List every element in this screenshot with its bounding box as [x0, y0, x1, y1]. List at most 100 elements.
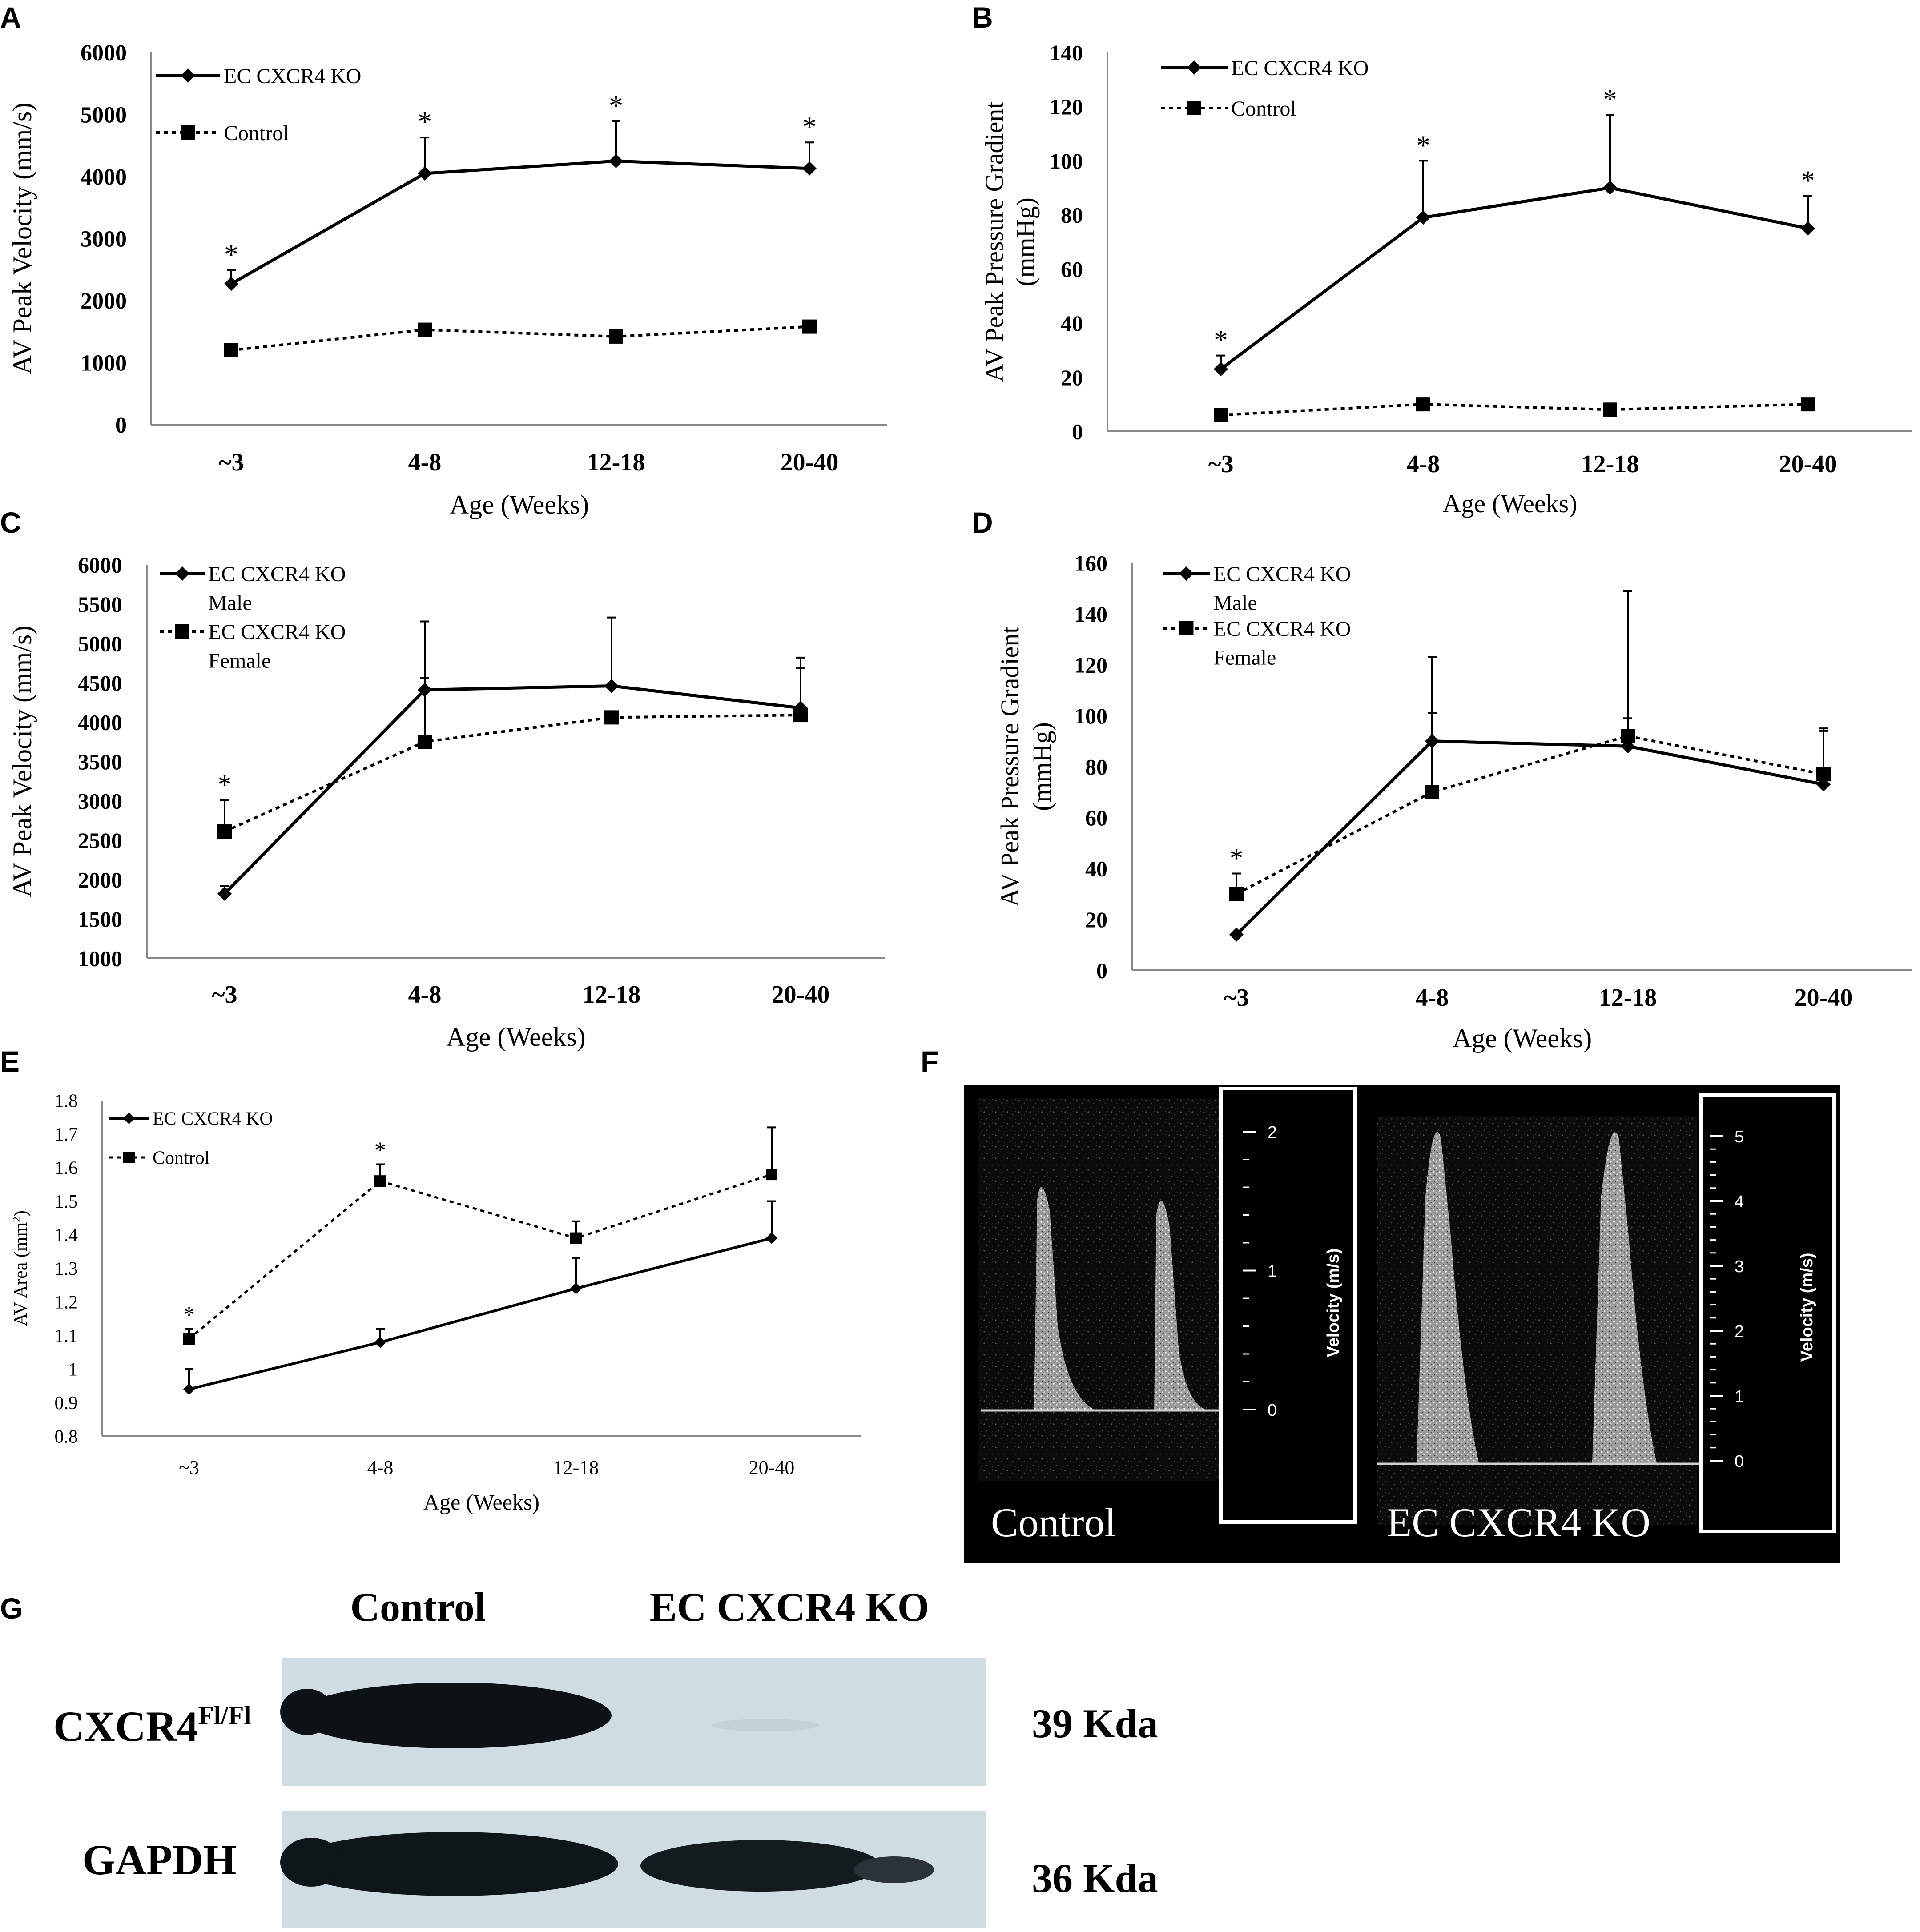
chart-c-legend-sublabel-0: Male [208, 591, 252, 615]
blot-band-cxcr4-control [296, 1683, 612, 1748]
chart-e-series-dotted-point [374, 1175, 386, 1187]
chart-c-x-label: Age (Weeks) [446, 1022, 585, 1052]
chart-e-y-tick-label: 1.8 [55, 1091, 78, 1112]
chart-e-y-tick-label: 0.9 [55, 1393, 78, 1414]
chart-c-y-tick-label: 1500 [78, 907, 122, 932]
chart-a-y-tick-label: 6000 [81, 40, 127, 66]
panel-letter-d: D [972, 506, 993, 539]
chart-a-series-solid-significance-star: * [802, 111, 817, 143]
doppler-ko-scale-tick-label: 4 [1735, 1193, 1744, 1211]
chart-b-y-label-units: (mmHg) [1011, 197, 1040, 286]
chart-a-y-tick-label: 1000 [81, 351, 127, 376]
chart-b-y-tick-label: 100 [1050, 149, 1083, 173]
blot-size-36: 36 Kda [1032, 1856, 1158, 1901]
chart-d-legend-marker-1 [1179, 621, 1194, 635]
chart-d-y-tick-label: 60 [1085, 805, 1107, 830]
doppler-control-scale-tick-label: 1 [1268, 1262, 1277, 1281]
panel-letter-g: G [0, 1592, 23, 1625]
chart-e-legend-marker-1 [123, 1152, 135, 1163]
chart-a-y-tick-label: 4000 [81, 165, 127, 190]
chart-b-y-tick-label: 120 [1050, 94, 1083, 119]
chart-c-series-dotted-point [793, 708, 808, 723]
chart-b-y-tick-label: 140 [1050, 40, 1083, 65]
doppler-ko-scale-tick-label: 1 [1735, 1387, 1744, 1406]
panel-letter-e: E [0, 1045, 20, 1078]
chart-c-series-dotted-significance-star: * [217, 769, 231, 800]
chart-b-series-solid-significance-star: * [1801, 165, 1815, 196]
chart-b-x-tick-label: ~3 [1208, 450, 1233, 478]
chart-c-legend-sublabel-1: Female [208, 649, 271, 673]
chart-a-y-tick-label: 3000 [81, 227, 127, 252]
chart-b: 0 20 40 60 80 100 120 140 ~3 4-8 12-18 20-40 Age (We… [980, 40, 1912, 518]
panel-letter-a: A [0, 1, 21, 34]
chart-a-series-dotted-line [231, 325, 810, 352]
chart-d-legend-sublabel-1: Female [1213, 646, 1276, 670]
chart-d: 0 20 40 60 80 100 120 140 160 ~3 4-8 12-18 20-40 Age … [995, 551, 1912, 1053]
chart-c-y-tick-label: 2500 [78, 828, 122, 853]
chart-e-y-tick-label: 1.4 [55, 1225, 78, 1246]
chart-d-y-tick-label: 140 [1074, 602, 1107, 627]
chart-a-series-solid-point [224, 277, 238, 291]
blot-row-label-cxcr4-text: CXCR4 [53, 1703, 198, 1750]
chart-e: 0.8 0.9 1 1.1 1.2 1.3 1.4 1.5 1.6 1.7 1.8 ~3 4-8 12-1… [11, 1091, 861, 1514]
chart-e-x-tick-label: ~3 [179, 1457, 199, 1478]
chart-b-y-tick-label: 60 [1061, 257, 1083, 281]
chart-e-series-dotted-line [188, 1173, 772, 1340]
chart-c-y-tick-label: 4000 [78, 710, 122, 735]
chart-e-y-tick-label: 1.1 [55, 1326, 78, 1346]
chart-a-x-tick-label: 4-8 [408, 449, 442, 476]
chart-e-legend-label-1: Control [153, 1148, 209, 1169]
chart-e-series-solid-line [189, 1237, 772, 1391]
chart-b-y-tick-label: 20 [1061, 365, 1083, 390]
chart-c-y-tick-label: 6000 [78, 553, 122, 578]
doppler-ko-scale-tick-label: 0 [1735, 1452, 1744, 1471]
chart-b-series-solid-line [1220, 186, 1808, 370]
chart-a-series-dotted-point [224, 343, 238, 357]
chart-b-legend-marker-1 [1187, 101, 1201, 115]
chart-d-legend-label-1: EC CXCR4 KO [1213, 617, 1351, 641]
chart-e-series-solid-point [766, 1232, 777, 1244]
chart-c-x-tick-label: 4-8 [408, 981, 442, 1008]
chart-c-series-solid-point [604, 679, 619, 693]
chart-e-y-tick-label: 1.2 [55, 1293, 78, 1313]
chart-c-x-tick-label: ~3 [212, 981, 237, 1008]
chart-d-y-tick-label: 20 [1085, 907, 1107, 932]
chart-a-x-label: Age (Weeks) [450, 490, 589, 519]
chart-e-y-label-sup: 2 [11, 1217, 23, 1222]
chart-e-legend-label-0: EC CXCR4 KO [153, 1109, 273, 1129]
chart-d-y-tick-label: 40 [1085, 856, 1107, 881]
chart-b-legend-marker-0 [1187, 60, 1201, 75]
chart-e-y-tick-label: 1 [68, 1360, 78, 1380]
doppler-control-scale-title: Velocity (m/s) [1324, 1249, 1343, 1358]
chart-d-y-tick-label: 100 [1074, 703, 1107, 728]
chart-d-y-tick-label: 120 [1074, 653, 1107, 678]
blot-band-gapdh-control [289, 1832, 618, 1896]
blot-size-39: 39 Kda [1032, 1701, 1158, 1746]
chart-c-series-dotted-point [418, 735, 432, 749]
doppler-ko-scale-box [1699, 1093, 1836, 1533]
doppler-ko-scale-tick-label: 2 [1735, 1322, 1744, 1341]
chart-b-y-label: AV Peak Pressure Gradient [980, 102, 1009, 382]
chart-d-y-label: AV Peak Pressure Gradient [995, 627, 1024, 907]
chart-a-legend-label-1: Control [224, 121, 289, 145]
chart-d-x-tick-label: 4-8 [1416, 984, 1449, 1012]
doppler-control-scale-tick-label: 2 [1268, 1123, 1277, 1142]
chart-e-y-label: AV Area (mm2) [11, 1210, 31, 1326]
chart-d-series-dotted-point [1816, 767, 1831, 782]
chart-d-legend-marker-0 [1179, 566, 1194, 581]
chart-e-series-dotted-point [766, 1169, 777, 1181]
chart-d-series-solid-point [1229, 927, 1244, 942]
doppler-ko-scale: 5 4 3 2 1 0 [1710, 1128, 1744, 1471]
chart-b-series-solid-point [1214, 362, 1228, 377]
chart-b-series-solid-significance-star: * [1416, 129, 1430, 161]
chart-b-series-dotted-line [1220, 403, 1808, 417]
chart-d-x-label: Age (Weeks) [1453, 1024, 1592, 1053]
chart-c-y-label: AV Peak Velocity (mm/s) [8, 626, 37, 898]
chart-e-y-tick-label: 0.8 [55, 1427, 78, 1447]
chart-a-x-tick-label: 20-40 [781, 449, 839, 476]
chart-e-y-label-end: ) [11, 1210, 31, 1217]
chart-e-x-label: Age (Weeks) [423, 1490, 539, 1514]
chart-d-x-tick-label: 20-40 [1795, 984, 1853, 1012]
chart-a-series-solid-point [609, 154, 623, 169]
chart-a-series-solid-line [230, 159, 810, 285]
